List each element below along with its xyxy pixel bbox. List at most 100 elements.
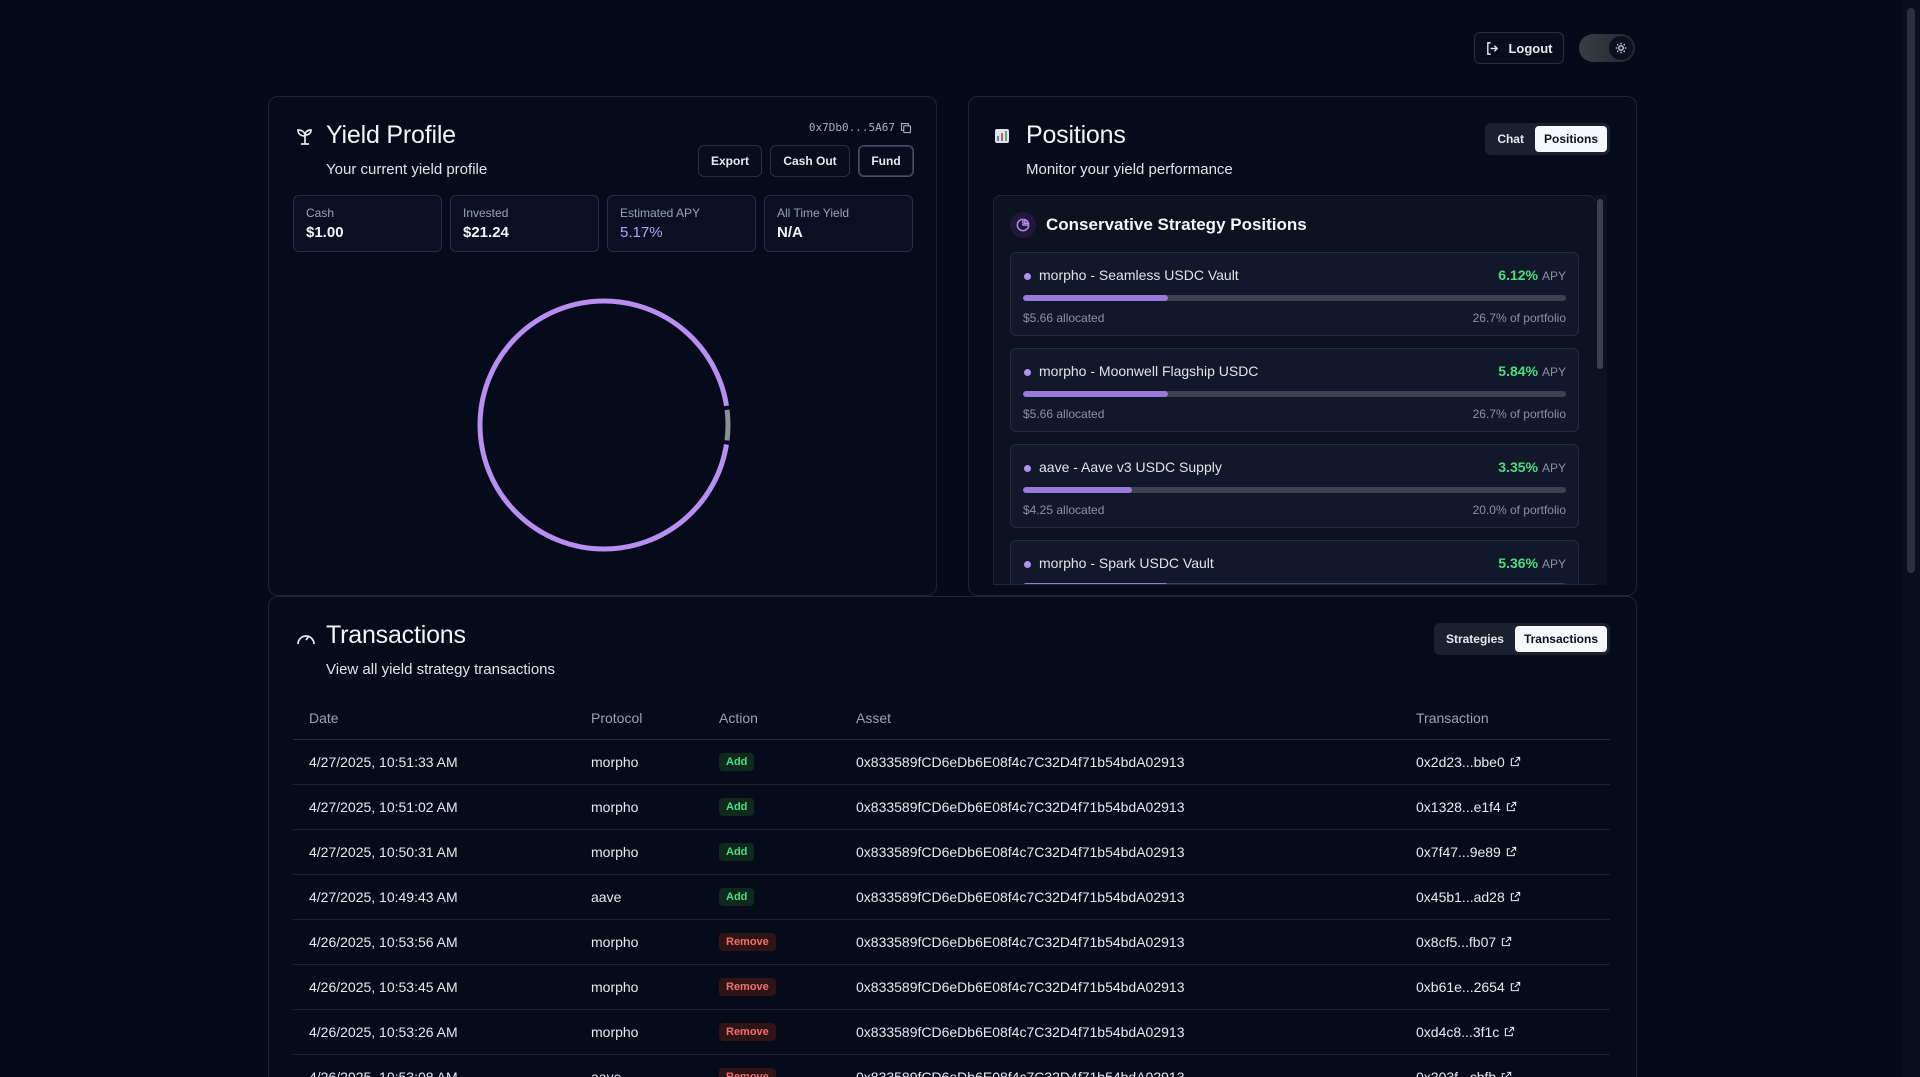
action-badge: Add [719,888,755,906]
external-link-icon [1505,1026,1515,1037]
position-share: 26.7% of portfolio [1472,311,1566,325]
cell-date: 4/27/2025, 10:49:43 AM [293,874,575,920]
cell-action: Add [703,784,840,830]
position-name: aave - Aave v3 USDC Supply [1039,459,1222,475]
gauge-icon [297,635,315,645]
yield-profile-card: Yield Profile Your current yield profile… [268,96,937,596]
position-item[interactable]: aave - Aave v3 USDC Supply 3.35% APY $4.2… [1010,444,1579,528]
position-apy: 3.35% APY [1498,459,1566,475]
transaction-link[interactable]: 0x2d23...bbe0 [1416,754,1521,770]
stat-estimated-apy: Estimated APY 5.17% [607,195,756,252]
transaction-link[interactable]: 0xd4c8...3f1c [1416,1024,1515,1040]
logout-icon [1487,41,1499,55]
column-header-asset[interactable]: Asset [840,697,1400,740]
tab-positions[interactable]: Positions [1534,126,1607,152]
pie-chart-icon [1010,212,1036,238]
cell-transaction: 0xd4c8...3f1c [1400,1009,1610,1055]
positions-card: Positions Monitor your yield performance… [968,96,1637,596]
cell-transaction: 0xb61e...2654 [1400,964,1610,1010]
wallet-address[interactable]: 0x7Db0...5A67 [809,121,912,134]
column-header-action[interactable]: Action [703,697,840,740]
position-allocated: $5.66 allocated [1023,407,1105,421]
position-item[interactable]: morpho - Seamless USDC Vault 6.12% APY $5… [1010,252,1579,336]
copy-icon[interactable] [900,122,912,134]
cell-action: Remove [703,1054,840,1077]
position-name: morpho - Seamless USDC Vault [1039,267,1239,283]
action-badge: Add [719,798,755,816]
cell-action: Remove [703,1009,840,1055]
table-row: 4/27/2025, 10:51:02 AM morpho Add 0x833589f… [293,784,1610,830]
position-dot [1024,561,1031,568]
table-row: 4/27/2025, 10:50:31 AM morpho Add 0x833589f… [293,829,1610,875]
table-row: 4/26/2025, 10:53:26 AM morpho Remove 0x8335… [293,1009,1610,1055]
transaction-link[interactable]: 0x8cf5...fb07 [1416,934,1512,950]
transaction-link[interactable]: 0xb61e...2654 [1416,979,1521,995]
cell-protocol: morpho [575,739,703,785]
external-link-icon [1510,981,1520,992]
strategy-header: Conservative Strategy Positions [1010,212,1307,238]
position-item[interactable]: morpho - Moonwell Flagship USDC 5.84% APY… [1010,348,1579,432]
cash-out-button[interactable]: Cash Out [770,145,850,177]
cell-transaction: 0x2d23...bbe0 [1400,739,1610,785]
page-scrollbar-thumb[interactable] [1907,8,1915,573]
page-scrollbar[interactable] [1902,0,1920,1077]
table-row: 4/26/2025, 10:53:45 AM morpho Remove 0x8335… [293,964,1610,1010]
cell-protocol: morpho [575,1009,703,1055]
allocation-fill [1023,391,1168,397]
position-item[interactable]: morpho - Spark USDC Vault 5.36% APY [1010,540,1579,584]
table-row: 4/26/2025, 10:53:08 AM aave Remove 0x833589… [293,1054,1610,1077]
cell-date: 4/27/2025, 10:50:31 AM [293,829,575,875]
donut-segment-cash[interactable] [477,298,731,552]
transaction-link[interactable]: 0x45b1...ad28 [1416,889,1521,905]
export-button[interactable]: Export [698,145,762,177]
sun-icon [1609,36,1633,60]
allocation-donut-chart [477,298,731,552]
action-badge: Remove [719,978,776,996]
cell-date: 4/26/2025, 10:53:45 AM [293,964,575,1010]
tab-strategies[interactable]: Strategies [1445,632,1504,646]
position-share: 20.0% of portfolio [1472,503,1566,517]
positions-title: Positions [1026,121,1126,149]
position-apy: 5.84% APY [1498,363,1566,379]
transactions-title: Transactions [326,621,466,649]
transaction-link[interactable]: 0x7f47...9e89 [1416,844,1517,860]
cell-asset: 0x833589fCD6eDb6E08f4c7C32D4f71b54bdA029… [840,964,1400,1010]
stats-row: Cash $1.00 Invested $21.24 Estimated APY… [293,195,913,252]
cell-transaction: 0x1328...e1f4 [1400,784,1610,830]
fund-button[interactable]: Fund [858,145,914,177]
logout-button[interactable]: Logout [1474,32,1564,64]
allocation-fill [1023,487,1132,493]
column-header-protocol[interactable]: Protocol [575,697,703,740]
cell-action: Add [703,874,840,920]
cell-protocol: morpho [575,919,703,965]
cell-transaction: 0x45b1...ad28 [1400,874,1610,920]
external-link-icon [1506,846,1517,857]
position-apy: 5.36% APY [1498,555,1566,571]
transactions-card: Transactions View all yield strategy tra… [268,596,1637,1077]
positions-view-toggle: Chat Positions [1485,123,1610,155]
position-name: morpho - Spark USDC Vault [1039,555,1214,571]
cell-asset: 0x833589fCD6eDb6E08f4c7C32D4f71b54bdA029… [840,919,1400,965]
cell-action: Add [703,829,840,875]
external-link-icon [1501,1071,1512,1077]
tab-transactions[interactable]: Transactions [1514,626,1607,652]
column-header-transaction[interactable]: Transaction [1400,697,1610,740]
position-allocated: $5.66 allocated [1023,311,1105,325]
bar-chart-icon [995,129,1009,143]
action-badge: Remove [719,1023,776,1041]
cell-transaction: 0x8cf5...fb07 [1400,919,1610,965]
cell-date: 4/26/2025, 10:53:56 AM [293,919,575,965]
cell-protocol: morpho [575,829,703,875]
position-apy: 6.12% APY [1498,267,1566,283]
transaction-link[interactable]: 0x203f...cbfb [1416,1069,1512,1077]
transaction-link[interactable]: 0x1328...e1f4 [1416,799,1517,815]
action-badge: Remove [719,933,776,951]
column-header-date[interactable]: Date [293,697,575,740]
donut-segment-invested[interactable] [477,298,731,552]
theme-toggle[interactable] [1579,34,1635,62]
table-row: 4/27/2025, 10:49:43 AM aave Add 0x833589fCD… [293,874,1610,920]
tab-chat[interactable]: Chat [1497,132,1524,146]
positions-scrollbar[interactable] [1595,195,1607,585]
positions-subtitle: Monitor your yield performance [1026,161,1233,178]
external-link-icon [1506,801,1517,812]
